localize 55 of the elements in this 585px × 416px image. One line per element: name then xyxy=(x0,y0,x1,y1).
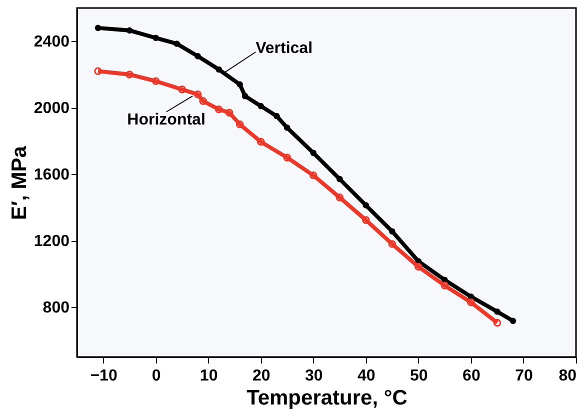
point xyxy=(256,138,265,146)
point xyxy=(194,53,201,60)
annotation: Horizontal xyxy=(127,111,206,128)
x-tick-label: 20 xyxy=(252,368,270,384)
x-tick-label: 70 xyxy=(515,368,533,384)
point xyxy=(283,154,292,162)
point xyxy=(258,102,264,110)
x-tick-label: 30 xyxy=(304,368,323,384)
point xyxy=(388,240,396,248)
x-axis-title: Temperature, °C xyxy=(246,386,408,410)
y-tick-label: 800 xyxy=(42,300,70,317)
x-tick-label: −10 xyxy=(90,368,118,384)
point xyxy=(214,105,223,114)
point xyxy=(199,97,207,105)
y-axis-title: E′, MPa xyxy=(8,146,31,220)
y-tick-label: 1200 xyxy=(34,233,70,250)
point xyxy=(362,202,370,208)
point xyxy=(362,216,370,224)
point xyxy=(510,318,516,324)
point xyxy=(309,171,318,180)
point xyxy=(414,262,422,271)
point xyxy=(236,120,244,128)
point xyxy=(494,308,500,315)
point xyxy=(178,86,186,94)
point xyxy=(493,318,502,327)
point xyxy=(126,27,133,34)
point xyxy=(126,70,134,78)
annotation: Vertical xyxy=(256,40,313,57)
point xyxy=(94,67,102,76)
point xyxy=(174,40,180,47)
x-tick-label: 60 xyxy=(462,368,480,384)
x-tick-label: 0 xyxy=(152,368,161,384)
y-tick-label: 1600 xyxy=(34,166,70,184)
point xyxy=(236,81,243,88)
point xyxy=(336,176,343,182)
point xyxy=(152,34,159,42)
point xyxy=(273,112,280,120)
x-tick-label: 50 xyxy=(410,368,428,384)
point xyxy=(310,150,317,156)
point xyxy=(284,124,290,131)
y-tick-label: 2400 xyxy=(34,34,70,51)
point xyxy=(440,282,449,290)
point xyxy=(225,108,234,117)
x-tick-label: 80 xyxy=(558,368,577,384)
point xyxy=(194,90,202,98)
point xyxy=(216,66,222,73)
point xyxy=(152,77,160,86)
point xyxy=(94,24,102,32)
x-tick-label: 10 xyxy=(200,368,218,384)
y-tick-label: 2000 xyxy=(34,100,70,118)
point xyxy=(388,228,396,235)
x-tick-label: 40 xyxy=(357,368,376,384)
point xyxy=(242,92,248,100)
point xyxy=(336,194,344,202)
point xyxy=(467,298,475,306)
